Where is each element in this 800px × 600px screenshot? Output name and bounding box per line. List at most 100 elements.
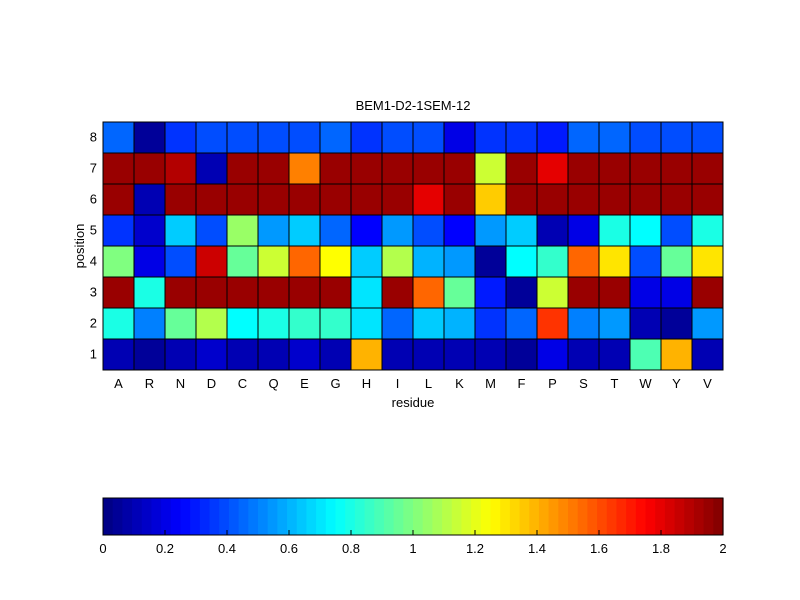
heatmap-cell <box>443 214 476 247</box>
heatmap-cell <box>536 183 569 216</box>
heatmap-cell <box>257 121 290 154</box>
heatmap-cell <box>164 276 197 309</box>
x-axis-label: residue <box>392 395 435 410</box>
x-tick-label: P <box>548 376 557 391</box>
heatmap-cell <box>474 307 507 340</box>
heatmap-cell <box>319 214 352 247</box>
heatmap-cell <box>226 152 259 185</box>
heatmap-cell <box>288 338 321 371</box>
heatmap-cell <box>288 152 321 185</box>
colorbar-band <box>684 498 695 535</box>
y-axis-label: position <box>72 224 87 269</box>
heatmap-cell <box>195 307 228 340</box>
colorbar-band <box>258 498 269 535</box>
heatmap-cell <box>288 307 321 340</box>
colorbar-band <box>209 498 220 535</box>
colorbar-band <box>228 498 240 535</box>
heatmap-cell <box>691 214 724 247</box>
x-tick-label: R <box>145 376 154 391</box>
heatmap-cell <box>567 338 600 371</box>
heatmap-cell <box>288 276 321 309</box>
colorbar-band <box>577 498 588 535</box>
heatmap-cell <box>660 152 693 185</box>
colorbar-band <box>509 498 521 535</box>
heatmap-cell <box>660 214 693 247</box>
x-tick-label: F <box>518 376 526 391</box>
heatmap-cell <box>629 245 662 278</box>
colorbar-band <box>151 498 162 535</box>
heatmap-cell <box>102 276 135 309</box>
heatmap-cell <box>164 307 197 340</box>
heatmap-cell <box>474 276 507 309</box>
heatmap-cell <box>660 276 693 309</box>
heatmap-cell <box>195 214 228 247</box>
colorbar-band <box>122 498 133 535</box>
heatmap-cell <box>102 307 135 340</box>
heatmap-cell <box>133 183 166 216</box>
colorbar-band <box>606 498 618 535</box>
heatmap-cell <box>629 183 662 216</box>
heatmap-cell <box>412 307 445 340</box>
heatmap-cell <box>319 307 352 340</box>
heatmap-cell <box>505 245 538 278</box>
heatmap-cell <box>660 338 693 371</box>
heatmap-cell <box>629 338 662 371</box>
colorbar-band <box>306 498 317 535</box>
heatmap-cell <box>195 152 228 185</box>
colorbar-band <box>471 498 482 535</box>
colorbar-band <box>626 498 637 535</box>
colorbar-band <box>141 498 153 535</box>
x-tick-label: T <box>611 376 619 391</box>
heatmap-cell <box>195 245 228 278</box>
heatmap-cell <box>536 152 569 185</box>
heatmap-cell <box>567 183 600 216</box>
heatmap-cell <box>412 183 445 216</box>
colorbar-band <box>587 498 598 535</box>
heatmap-cell <box>505 276 538 309</box>
heatmap-cell <box>412 152 445 185</box>
heatmap-cell <box>257 307 290 340</box>
x-tick-label: L <box>425 376 432 391</box>
x-tick-label: S <box>579 376 588 391</box>
heatmap-cell <box>629 121 662 154</box>
colorbar-band <box>364 498 375 535</box>
colorbar-band <box>238 498 249 535</box>
x-tick-label: C <box>238 376 247 391</box>
colorbar-band <box>277 498 288 535</box>
x-tick-label: A <box>114 376 123 391</box>
colorbar-tick-label: 1.4 <box>528 541 546 556</box>
heatmap-cell <box>102 214 135 247</box>
colorbar-band <box>190 498 201 535</box>
y-tick-label: 5 <box>90 223 97 238</box>
heatmap-cell <box>443 338 476 371</box>
heatmap-cell <box>226 245 259 278</box>
colorbar-band <box>432 498 443 535</box>
colorbar-band <box>558 498 569 535</box>
heatmap-cell <box>691 121 724 154</box>
colorbar-band <box>161 498 172 535</box>
heatmap-cell <box>102 121 135 154</box>
x-tick-label: I <box>396 376 400 391</box>
heatmap-cell <box>102 245 135 278</box>
colorbar-band <box>442 498 453 535</box>
heatmap-cell <box>350 121 383 154</box>
heatmap-cell <box>319 276 352 309</box>
heatmap-cell <box>257 338 290 371</box>
x-tick-label: H <box>362 376 371 391</box>
heatmap-cell <box>691 183 724 216</box>
heatmap-cell <box>381 338 414 371</box>
heatmap-cell <box>133 307 166 340</box>
heatmap-cell <box>474 245 507 278</box>
heatmap-cell <box>102 183 135 216</box>
heatmap-cell <box>288 183 321 216</box>
heatmap-cell <box>350 245 383 278</box>
colorbar-tick-label: 0.8 <box>342 541 360 556</box>
colorbar-band <box>383 498 395 535</box>
heatmap-cell <box>598 183 631 216</box>
heatmap-cell <box>412 121 445 154</box>
heatmap-cell <box>691 276 724 309</box>
heatmap-cell <box>536 307 569 340</box>
colorbar-tick-label: 1.6 <box>590 541 608 556</box>
heatmap-cell <box>474 214 507 247</box>
colorbar-band <box>180 498 191 535</box>
